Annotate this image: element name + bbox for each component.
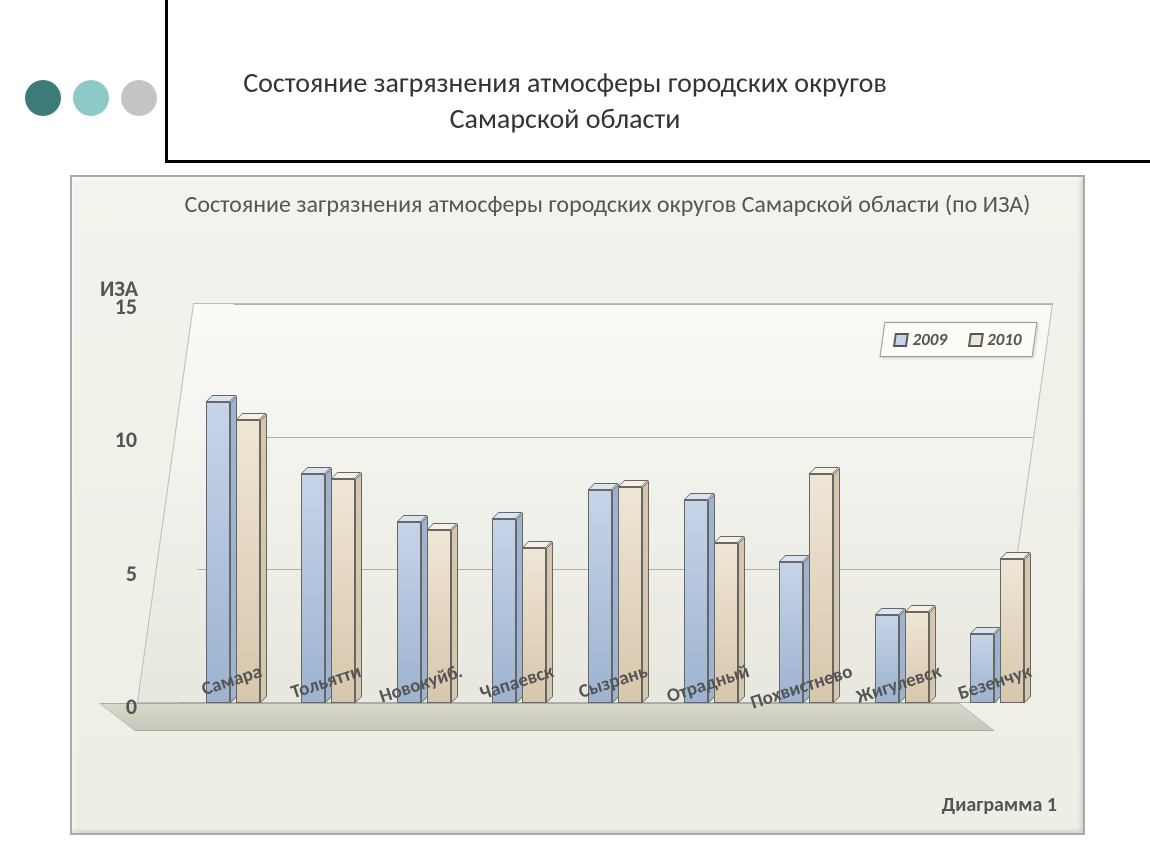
rule-horizontal [165,160,1150,163]
x-labels: СамараТольяттиНовокуйб.ЧапаевскСызраньОт… [185,635,1045,735]
x-label: Новокуйб. [376,635,472,735]
x-label: Безенчук [950,635,1046,735]
x-label: Чапаевск [472,635,568,735]
circle-2 [73,80,109,116]
y-tick: 15 [87,293,137,320]
x-label: Жигулевск [854,635,950,735]
y-ticks: 051015 [87,293,137,693]
chart-caption: Диаграмма 1 [942,793,1057,817]
slide-title: Состояние загрязнения атмосферы городски… [200,65,930,138]
decorator-circles [25,80,157,116]
chart: Состояние загрязнения атмосферы городски… [80,185,1075,825]
circle-1 [25,80,61,116]
plot-area: 20092010 051015 СамараТольяттиНовокуйб.Ч… [145,303,1045,703]
x-label: Похвистнево [758,635,854,735]
rule-vertical [165,0,168,160]
chart-title: Состояние загрязнения атмосферы городски… [180,190,1035,219]
x-label: Тольятти [281,635,377,735]
x-label: Сызрань [567,635,663,735]
x-label: Самара [185,635,281,735]
circle-3 [121,80,157,116]
y-tick: 5 [87,560,137,587]
x-label: Отрадный [663,635,759,735]
chart-frame: Состояние загрязнения атмосферы городски… [70,175,1085,835]
y-tick: 0 [87,693,137,720]
y-tick: 10 [87,426,137,453]
